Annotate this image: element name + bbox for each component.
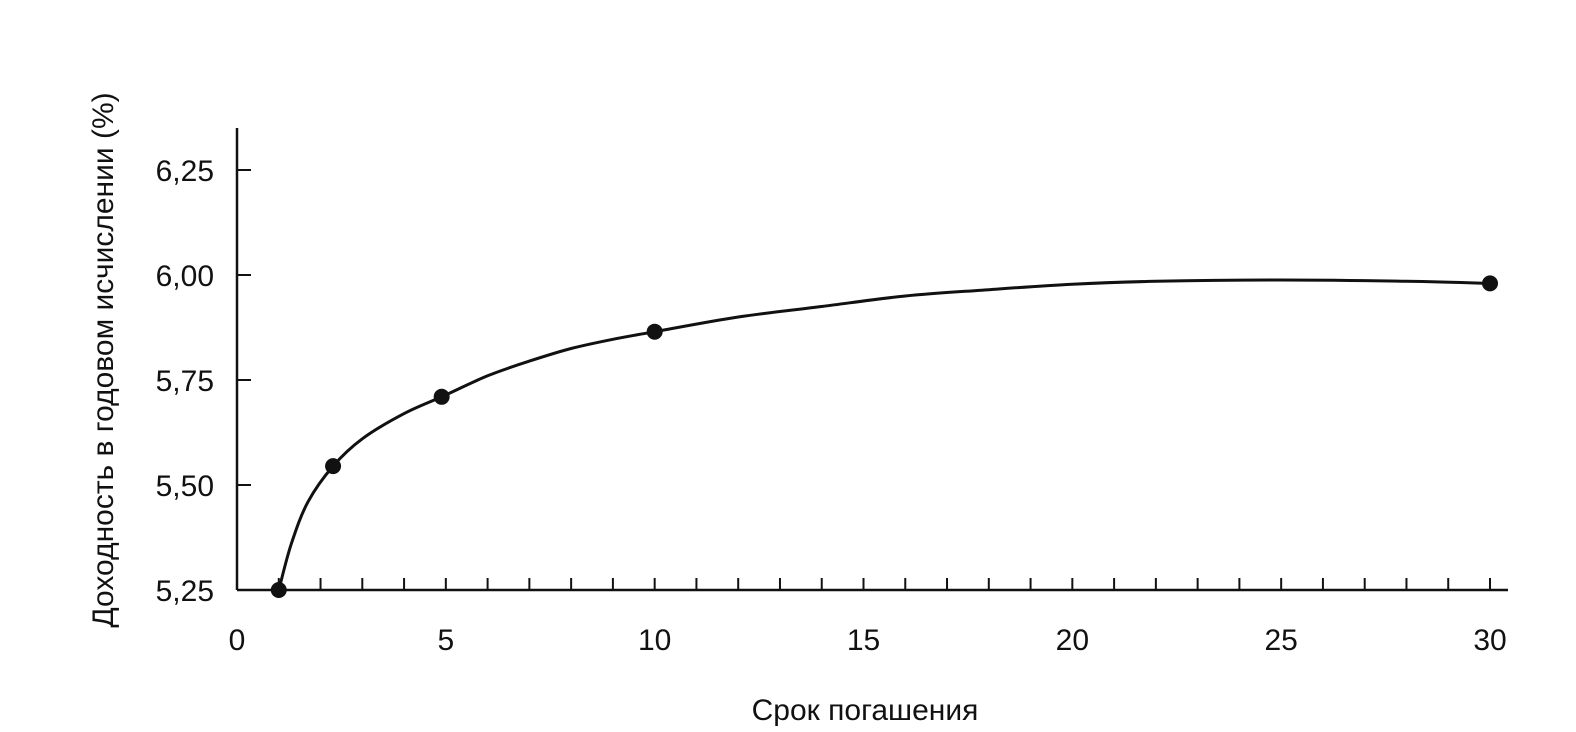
y-tick-label: 5,25: [156, 575, 214, 608]
x-tick-label: 5: [437, 624, 454, 657]
x-tick-label: 10: [638, 624, 671, 657]
data-points: [270, 275, 1498, 598]
x-tick-labels: 0 5 10 15 20 25 30: [229, 624, 1507, 657]
y-tick-label: 6,25: [156, 155, 214, 188]
x-tick-label: 25: [1264, 624, 1297, 657]
x-minor-ticks: [277, 578, 1491, 590]
data-point: [433, 388, 450, 405]
x-tick-label: 15: [847, 624, 880, 657]
y-axis-title: Доходность в годовом исчислении (%): [87, 92, 120, 627]
y-axis-ticks: [237, 169, 251, 591]
y-tick-labels: 5,25 5,50 5,75 6,00 6,25: [156, 155, 214, 608]
x-tick-label: 20: [1056, 624, 1089, 657]
x-tick-label: 30: [1473, 624, 1506, 657]
y-tick-label: 6,00: [156, 260, 214, 293]
data-point: [646, 323, 663, 340]
x-tick-label: 0: [229, 624, 246, 657]
data-point: [1482, 275, 1498, 292]
y-tick-label: 5,50: [156, 470, 214, 503]
yield-curve-line: [277, 278, 1491, 591]
axes: [235, 128, 1508, 592]
x-axis-title: Срок погашения: [752, 694, 979, 727]
data-point: [325, 458, 342, 475]
y-tick-label: 5,75: [156, 365, 214, 398]
data-point: [270, 582, 287, 598]
